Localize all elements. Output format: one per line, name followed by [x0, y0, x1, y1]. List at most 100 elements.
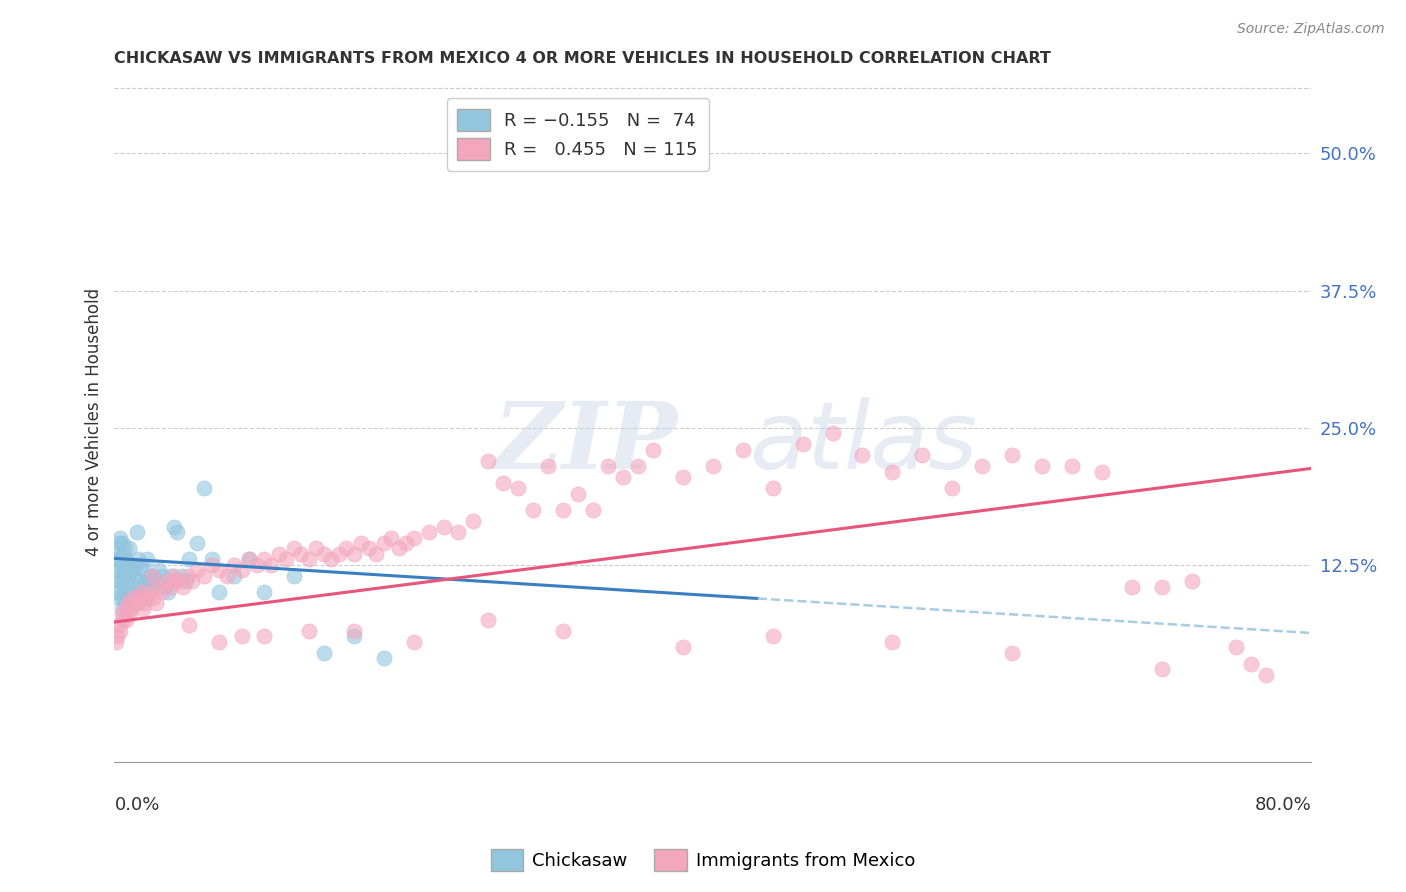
Point — [181, 574, 204, 589]
Point — [150, 585, 173, 599]
Point — [134, 596, 156, 610]
Point — [127, 585, 149, 599]
Point — [111, 580, 134, 594]
Point — [553, 624, 575, 638]
Point — [343, 624, 366, 638]
Point — [131, 558, 153, 572]
Point — [179, 618, 201, 632]
Point — [112, 547, 135, 561]
Point — [350, 536, 373, 550]
Point — [1180, 574, 1202, 589]
Point — [231, 629, 253, 643]
Point — [357, 541, 380, 556]
Point — [145, 596, 167, 610]
Point — [201, 558, 224, 572]
Point — [208, 585, 231, 599]
Point — [125, 596, 148, 610]
Point — [222, 558, 245, 572]
Point — [851, 448, 873, 462]
Point — [1001, 646, 1024, 660]
Point — [139, 585, 162, 599]
Point — [120, 602, 142, 616]
Point — [118, 574, 141, 589]
Point — [122, 596, 145, 610]
Point — [1060, 459, 1083, 474]
Point — [114, 585, 136, 599]
Point — [125, 524, 148, 539]
Point — [1225, 640, 1247, 655]
Point — [110, 624, 132, 638]
Point — [477, 453, 499, 467]
Point — [163, 519, 186, 533]
Point — [941, 481, 963, 495]
Point — [111, 602, 134, 616]
Point — [163, 569, 186, 583]
Point — [1121, 580, 1143, 594]
Point — [477, 613, 499, 627]
Point — [1240, 657, 1263, 671]
Point — [107, 541, 129, 556]
Point — [253, 552, 276, 566]
Point — [114, 564, 136, 578]
Point — [121, 591, 143, 605]
Point — [305, 541, 328, 556]
Point — [163, 574, 186, 589]
Point — [731, 442, 754, 457]
Point — [276, 552, 298, 566]
Point — [193, 481, 215, 495]
Point — [174, 574, 197, 589]
Text: Source: ZipAtlas.com: Source: ZipAtlas.com — [1237, 22, 1385, 37]
Point — [145, 574, 167, 589]
Point — [792, 437, 814, 451]
Point — [157, 585, 180, 599]
Point — [186, 536, 208, 550]
Point — [115, 596, 138, 610]
Point — [1256, 667, 1278, 681]
Point — [127, 591, 149, 605]
Point — [114, 541, 136, 556]
Point — [124, 585, 146, 599]
Point — [238, 552, 260, 566]
Point — [107, 569, 129, 583]
Point — [117, 596, 139, 610]
Point — [166, 524, 188, 539]
Point — [672, 640, 695, 655]
Point — [177, 569, 200, 583]
Point — [120, 564, 142, 578]
Point — [253, 585, 276, 599]
Legend: Chickasaw, Immigrants from Mexico: Chickasaw, Immigrants from Mexico — [484, 842, 922, 879]
Point — [1150, 580, 1173, 594]
Point — [120, 585, 142, 599]
Point — [208, 634, 231, 648]
Point — [418, 524, 440, 539]
Point — [122, 569, 145, 583]
Point — [148, 564, 170, 578]
Point — [155, 580, 177, 594]
Point — [136, 591, 159, 605]
Point — [139, 569, 162, 583]
Point — [402, 634, 425, 648]
Point — [115, 552, 138, 566]
Point — [373, 536, 395, 550]
Point — [128, 574, 150, 589]
Point — [108, 618, 131, 632]
Point — [142, 569, 165, 583]
Point — [172, 580, 194, 594]
Point — [112, 613, 135, 627]
Point — [432, 519, 454, 533]
Point — [110, 531, 132, 545]
Point — [366, 547, 388, 561]
Point — [911, 448, 934, 462]
Point — [1150, 662, 1173, 676]
Point — [136, 552, 159, 566]
Point — [104, 552, 127, 566]
Point — [128, 591, 150, 605]
Point — [134, 591, 156, 605]
Point — [1031, 459, 1053, 474]
Point — [167, 574, 190, 589]
Point — [395, 536, 418, 550]
Point — [641, 442, 664, 457]
Point — [111, 536, 134, 550]
Text: 80.0%: 80.0% — [1254, 796, 1312, 814]
Point — [343, 629, 366, 643]
